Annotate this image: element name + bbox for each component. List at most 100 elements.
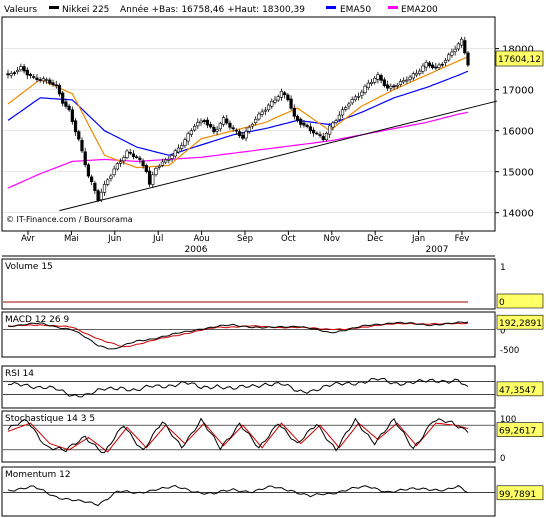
candle [238,129,242,138]
candle [414,69,419,78]
candle [138,155,142,164]
candle [321,132,325,142]
candle [25,67,29,80]
candle [180,142,184,152]
momentum-title: Momentum 12 [5,470,71,480]
candle [369,79,374,86]
candle [93,180,97,194]
candle [456,42,460,52]
price-ytick-label: 15000 [502,168,534,179]
candle [48,77,52,86]
candle [392,83,396,90]
candle [382,77,386,88]
candle [385,80,390,91]
candle [411,71,415,81]
candle [192,123,197,132]
month-label: Avr [21,234,35,244]
candle [311,127,316,137]
candle [118,158,123,167]
candle [157,163,161,170]
price-last-value: 17604,12 [498,55,541,65]
month-label: Aou [193,234,209,244]
ema200-legend-swatch [388,6,398,9]
momentum-last-value-box [496,485,544,501]
candle [427,60,431,69]
candle [315,131,319,135]
candle [109,173,113,182]
ema200-legend-label: EMA200 [401,5,438,15]
x-axis: Avr Mai Jun Jul Aou Sep Oct Nov Dec Jan Fev 2006 200… [21,231,469,255]
macd-ytick-label: 0 [500,327,505,337]
candle [67,103,71,112]
candle [51,79,55,87]
range-label: Année +Bas: 16758,46 +Haut: 18300,39 [120,4,305,15]
volume-last-value-box [496,293,544,309]
candle [299,117,303,128]
candle [447,52,451,62]
candle [205,117,210,129]
candle [421,63,425,75]
price-ytick-label: 18000 [502,45,534,56]
macd-last-value: 192,2891 [499,319,542,329]
candle [102,180,107,197]
candle [357,92,361,101]
month-label: Sep [237,234,253,244]
volume-title: Volume 15 [5,262,53,272]
candle [234,128,238,135]
candle [154,166,158,177]
price-ytick-label: 17000 [502,86,534,97]
candle [144,163,148,174]
stoch-d-line [7,422,469,453]
candle [279,88,284,101]
price-panel: 14000 15000 16000 17000 18000 © IT-Finance.c… [1,16,544,232]
candle [128,148,132,156]
candle [450,48,454,58]
candle [189,128,193,138]
price-legend-swatch [49,6,59,9]
candle [459,36,464,48]
candle [434,62,438,71]
candle [90,174,94,186]
candle [96,188,100,203]
candle [337,111,341,122]
candle [292,104,296,120]
candle [183,137,187,149]
valeurs-label: Valeurs [4,5,37,15]
candle [353,94,358,102]
macd-title: MACD 12 26 9 [5,315,69,325]
macd-last-value-box [496,314,544,330]
candle [305,123,309,129]
candle [395,83,399,89]
rsi-last-value-box [496,381,544,397]
candle [254,116,258,126]
candle [125,149,129,160]
candle [196,118,200,129]
price-ytick-label: 14000 [502,209,534,220]
candle [373,75,377,85]
macd-signal-line [7,322,469,348]
candle [54,80,58,89]
stochastic-last-value: 69,2617 [499,427,536,437]
candle [250,122,255,130]
candle [276,94,280,103]
rsi-line [7,377,469,398]
candle [70,106,74,125]
stochastic-last-value-box [496,422,544,437]
candle [221,115,226,127]
candle [283,91,287,99]
ema50-legend-swatch [326,6,336,9]
ema20-line [7,56,469,169]
candle [228,120,232,130]
momentum-last-value: 99,7891 [499,490,536,500]
candle [22,63,26,74]
candle [379,73,383,84]
rsi-last-value: 47,3547 [499,386,536,396]
candle [405,76,409,84]
year-label: 2007 [426,245,449,255]
candle [170,153,174,162]
candle [466,50,470,67]
candle [347,101,351,110]
candle [151,171,155,188]
candle [167,155,171,164]
